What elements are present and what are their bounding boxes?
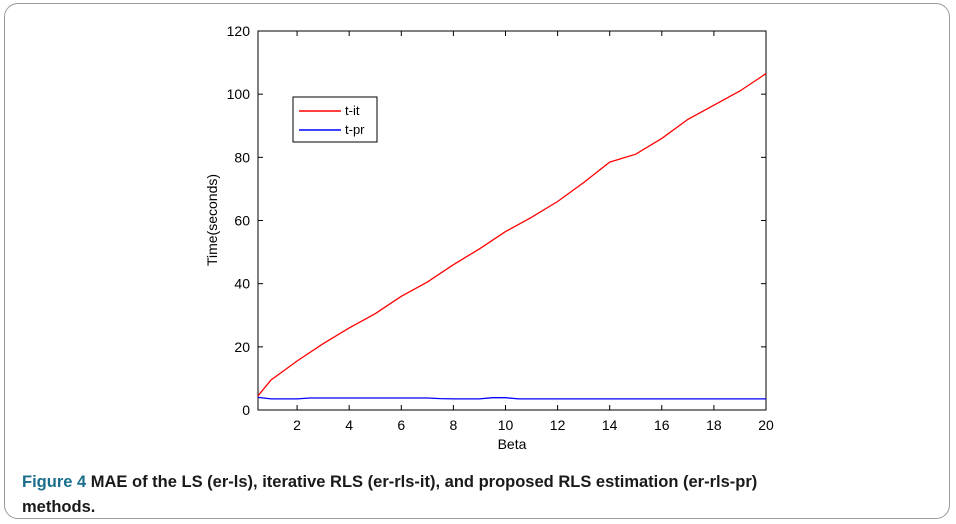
y-tick-label: 0: [242, 402, 250, 418]
x-tick-label: 6: [397, 417, 405, 433]
legend-box: [292, 96, 378, 143]
figure-caption: Figure 4 MAE of the LS (er-ls), iterativ…: [22, 470, 822, 520]
series-line-t-pr: [257, 396, 766, 400]
y-tick-label: 40: [234, 276, 250, 292]
figure-caption-text: MAE of the LS (er-ls), iterative RLS (er…: [22, 473, 758, 516]
x-tick-label: 8: [449, 417, 457, 433]
x-tick-label: 10: [498, 417, 514, 433]
x-tick-label: 16: [654, 417, 670, 433]
series-line-t-it: [257, 73, 767, 397]
legend-label-t-pr: t-pr: [345, 122, 365, 137]
y-tick-label: 80: [234, 149, 250, 165]
x-tick-label: 4: [345, 417, 353, 433]
y-tick-label: 100: [227, 86, 251, 102]
x-tick-label: 14: [602, 417, 618, 433]
line-chart: 2 4 6 8 10 12 14 16 18 20 0 20 40 60 80 100 120 Beta Tim…: [204, 23, 774, 452]
figure-label: Figure 4: [22, 473, 87, 491]
legend: t-it t-pr: [292, 96, 378, 143]
x-tick-label: 2: [293, 417, 301, 433]
plot-area: [257, 30, 767, 411]
x-tick-label: 18: [706, 417, 722, 433]
y-tick-label: 20: [234, 339, 250, 355]
x-tick-label: 12: [550, 417, 566, 433]
y-axis-label: Time(seconds): [204, 174, 220, 266]
axis-ticks: 2 4 6 8 10 12 14 16 18 20 0 20 40 60 80 100 120: [227, 23, 774, 433]
x-axis-label: Beta: [498, 436, 527, 452]
y-tick-label: 60: [234, 213, 250, 229]
x-tick-label: 20: [758, 417, 774, 433]
y-tick-label: 120: [227, 23, 251, 39]
legend-label-t-it: t-it: [345, 103, 360, 118]
series-lines: [257, 73, 767, 400]
